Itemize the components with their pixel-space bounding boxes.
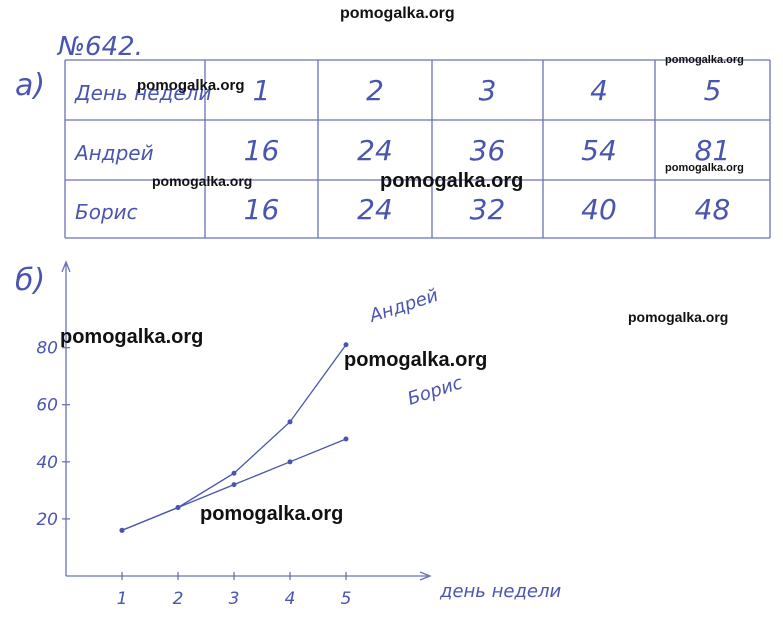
- data-point: [231, 482, 237, 488]
- y-tick-label: 20: [36, 510, 58, 530]
- watermark: pomogalka.org: [628, 309, 728, 325]
- watermark: pomogalka.org: [665, 162, 744, 174]
- x-axis: [66, 571, 432, 581]
- table-cell: 32: [470, 193, 506, 226]
- table-cell: 24: [357, 193, 393, 226]
- table-cell: 54: [581, 134, 617, 167]
- table-cell: 2: [366, 74, 384, 107]
- problem-number: №642.: [56, 32, 143, 62]
- table-cell: 4: [590, 74, 608, 107]
- y-axis: [61, 260, 71, 576]
- table-cell: 5: [704, 74, 722, 107]
- table-cell: Борис: [75, 200, 138, 224]
- watermark: pomogalka.org: [152, 173, 252, 189]
- watermark: pomogalka.org: [60, 326, 203, 348]
- watermark: pomogalka.org: [137, 77, 245, 94]
- table-cell: 16: [244, 134, 280, 167]
- data-point: [343, 436, 349, 442]
- x-tick-label: 2: [173, 589, 184, 609]
- table-cell: 36: [470, 134, 506, 167]
- data-point: [343, 342, 349, 348]
- x-axis-label: день недели: [439, 581, 561, 602]
- watermark: pomogalka.org: [665, 54, 744, 66]
- x-tick-label: 1: [117, 589, 128, 609]
- table-cell: 1: [253, 74, 271, 107]
- x-tick-label: 3: [229, 589, 240, 609]
- data-point: [287, 459, 293, 465]
- y-tick-label: 40: [36, 453, 58, 473]
- data-point: [175, 504, 181, 510]
- series-label: Борис: [405, 372, 465, 409]
- watermark: pomogalka.org: [340, 5, 455, 22]
- table-cell: 24: [357, 134, 393, 167]
- watermark: pomogalka.org: [344, 349, 487, 371]
- y-tick-label: 80: [36, 339, 58, 359]
- part-label: а): [15, 68, 45, 103]
- x-tick-label: 4: [285, 589, 296, 609]
- watermark: pomogalka.org: [380, 170, 523, 192]
- data-point: [287, 419, 293, 425]
- series-label: Андрей: [366, 285, 441, 327]
- table-cell: День недели: [74, 81, 211, 105]
- watermark: pomogalka.org: [200, 503, 343, 525]
- y-tick-label: 60: [36, 396, 58, 416]
- x-tick-label: 5: [341, 589, 352, 609]
- table-cell: 81: [695, 134, 731, 167]
- data-point: [119, 527, 125, 533]
- table-cell: Андрей: [73, 141, 154, 165]
- part-label: б): [15, 263, 45, 298]
- table-cell: 3: [479, 74, 497, 107]
- data-point: [231, 470, 237, 476]
- table-cell: 16: [244, 193, 280, 226]
- table-cell: 40: [581, 193, 617, 226]
- table-cell: 48: [695, 193, 731, 226]
